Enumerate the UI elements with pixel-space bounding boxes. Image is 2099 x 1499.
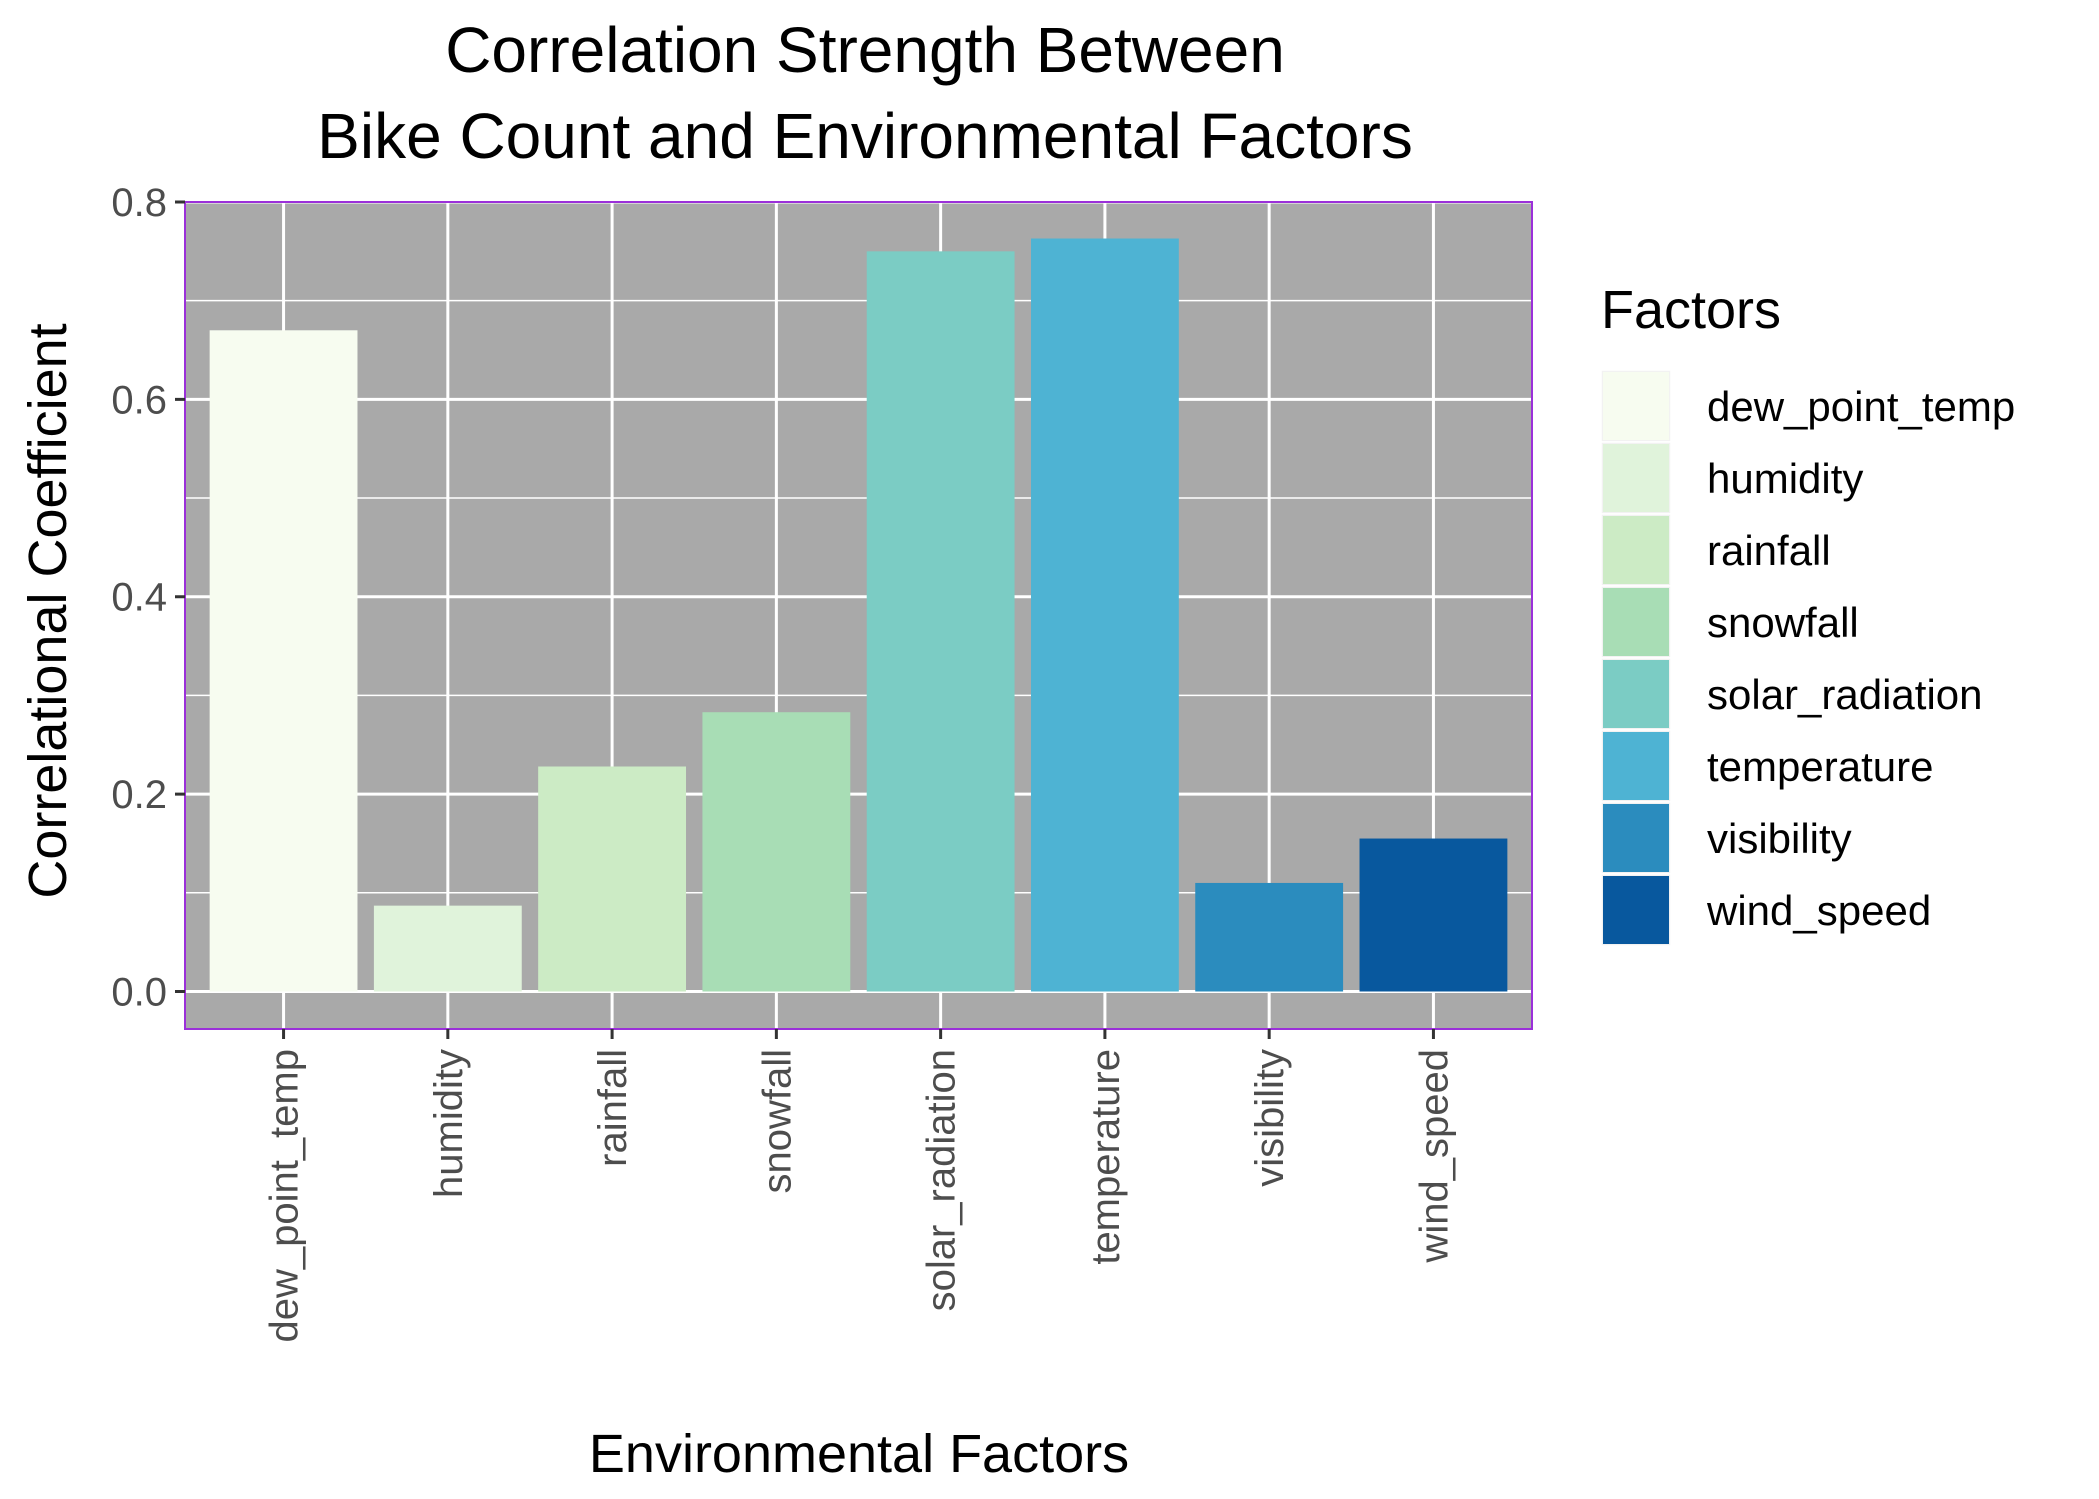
y-tick-label: 0.0 [111,970,167,1014]
y-tick-label: 0.2 [111,773,167,817]
legend-swatch-temperature [1603,732,1669,800]
bar-visibility [1195,882,1344,992]
legend-swatch-snowfall [1603,588,1669,656]
chart-title-line-1: Correlation Strength Between [445,14,1285,86]
legend-label: visibility [1707,815,1852,862]
legend-label: snowfall [1707,599,1859,646]
x-tick-label: dew_point_temp [263,1049,307,1343]
chart-title-line-2: Bike Count and Environmental Factors [317,100,1413,172]
bar-snowfall [702,712,851,992]
legend-swatch-visibility [1603,804,1669,872]
legend-label: dew_point_temp [1707,383,2015,430]
legend-label: temperature [1707,743,1933,790]
bar-temperature [1030,238,1179,992]
legend-label: wind_speed [1706,887,1931,934]
x-tick-label: temperature [1084,1049,1128,1265]
legend-swatch-dew_point_temp [1603,372,1669,440]
legend-title: Factors [1601,280,1781,340]
plot-border [184,201,1533,1030]
legend-label: solar_radiation [1707,671,1983,718]
plot-panel: 0.0 0.2 0.4 0.6 0.8 dew_point_temp humidity rai… [111,181,1533,1343]
y-tick-label: 0.4 [111,576,167,620]
x-tick-label: humidity [427,1049,471,1198]
legend-label: rainfall [1707,527,1831,574]
x-tick-label: solar_radiation [920,1049,964,1311]
x-tick-label: snowfall [755,1049,799,1194]
x-tick-label: rainfall [591,1049,635,1167]
y-axis-title: Correlational Coefficient [18,323,78,898]
legend-swatch-humidity [1603,444,1669,512]
legend-swatch-solar_radiation [1603,660,1669,728]
x-tick-label: visibility [1248,1049,1292,1187]
bar-dew_point_temp [209,330,358,992]
x-axis-title: Environmental Factors [589,1424,1129,1484]
legend-swatch-rainfall [1603,516,1669,584]
y-tick-label: 0.6 [111,378,167,422]
legend-label: humidity [1707,455,1863,502]
legend: Factors dew_point_temp humidity rainfall sn… [1600,280,2015,947]
bar-humidity [373,905,522,992]
bar-wind_speed [1359,838,1508,992]
x-tick-label: wind_speed [1412,1049,1456,1264]
y-tick-label: 0.8 [111,181,167,225]
bar-rainfall [538,766,687,992]
legend-swatch-wind_speed [1603,876,1669,944]
bar-solar_radiation [866,251,1015,992]
